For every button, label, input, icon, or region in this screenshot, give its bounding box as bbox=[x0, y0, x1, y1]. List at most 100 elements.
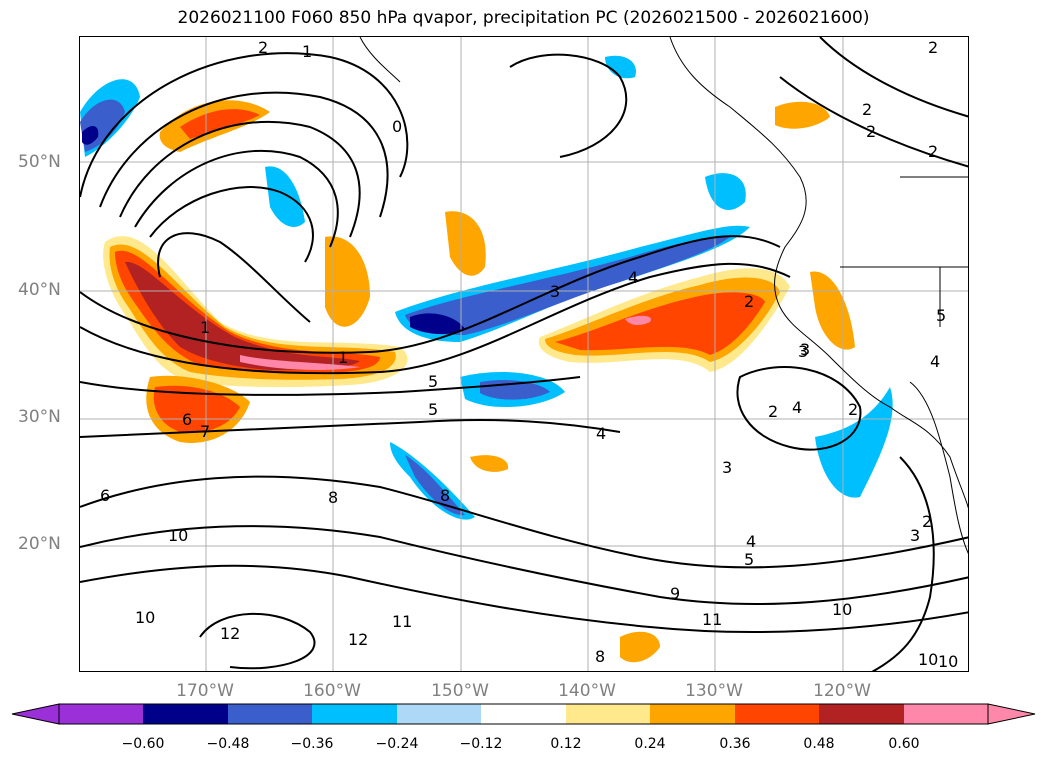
cool-patch-se bbox=[815, 387, 893, 498]
contour-ring-center bbox=[157, 232, 311, 323]
contour-arc-5 bbox=[149, 186, 314, 263]
contour-label: 3 bbox=[798, 342, 808, 361]
contour-label: 2 bbox=[744, 292, 754, 311]
contour-label: 8 bbox=[440, 486, 450, 505]
contour-label: 2 bbox=[866, 122, 876, 141]
coastlines bbox=[359, 37, 968, 554]
contour-label: 4 bbox=[628, 268, 638, 287]
warm-patch-mid bbox=[470, 455, 509, 472]
lat-label-50n: 50°N bbox=[18, 152, 61, 172]
colorbar-bin bbox=[566, 704, 650, 724]
cool-patch-ne bbox=[705, 173, 746, 210]
contour-label: 5 bbox=[428, 372, 438, 391]
contour-ne-2 bbox=[779, 76, 968, 168]
graticule bbox=[80, 37, 968, 671]
cool-patch-south-150-2 bbox=[405, 455, 465, 516]
contour-jet-2 bbox=[80, 262, 791, 375]
contour-label: 2 bbox=[862, 100, 872, 119]
warm-band-right-red bbox=[555, 292, 765, 355]
warm-band-left-pink bbox=[240, 355, 360, 370]
warm-patch-150w bbox=[445, 211, 486, 276]
colorbar-bin bbox=[143, 704, 228, 724]
contour-label: 10 bbox=[832, 600, 852, 619]
cool-jet-band-2 bbox=[405, 236, 730, 335]
colorbar-tick: −0.48 bbox=[206, 736, 250, 752]
colorbar-bin bbox=[650, 704, 735, 724]
contour-jet-4 bbox=[80, 419, 621, 438]
map-title: 2026021100 F060 850 hPa qvapor, precipit… bbox=[177, 8, 870, 28]
contour-label: 7 bbox=[200, 422, 210, 441]
colorbar-arrow-left bbox=[11, 703, 60, 725]
contour-label: 1 bbox=[200, 318, 210, 337]
contour-label: 11 bbox=[702, 610, 722, 629]
contour-label: 9 bbox=[670, 584, 680, 603]
contour-label: 12 bbox=[220, 624, 240, 643]
colorbar-tick: −0.36 bbox=[290, 736, 334, 752]
contour-label: 11 bbox=[392, 612, 412, 631]
contour-label: 2 bbox=[258, 38, 268, 57]
contour-label: 4 bbox=[746, 532, 756, 551]
contour-label: 12 bbox=[348, 630, 368, 649]
colorbar-tick: 0.48 bbox=[803, 736, 835, 752]
contour-ne-1 bbox=[819, 37, 968, 118]
cool-jet-band-3 bbox=[410, 313, 465, 335]
colorbar-tick: −0.24 bbox=[375, 736, 419, 752]
contour-label: 2 bbox=[928, 142, 938, 161]
lon-label-120w: 120°W bbox=[813, 681, 871, 701]
warm-patch-ne bbox=[775, 101, 830, 129]
contour-label: 10 bbox=[135, 608, 155, 627]
colorbar-tick: 0.24 bbox=[634, 736, 666, 752]
contour-right-loop bbox=[736, 366, 862, 451]
contour-label: 2 bbox=[848, 400, 858, 419]
colorbar-bin bbox=[228, 704, 312, 724]
contour-label: 10 bbox=[168, 526, 188, 545]
contour-label: 4 bbox=[792, 398, 802, 417]
contour-label: 1 bbox=[338, 348, 348, 367]
contour-label: 3 bbox=[550, 282, 560, 301]
contour-label: 8 bbox=[328, 488, 338, 507]
contour-label: 2 bbox=[768, 402, 778, 421]
lat-label-30n: 30°N bbox=[18, 407, 61, 427]
map-panel[interactable]: 2 1 0 2 2 2 2 1 1 3 4 2 3 5 5 6 7 4 3 4 … bbox=[79, 36, 969, 672]
lon-label-150w: 150°W bbox=[431, 681, 489, 701]
contour-mid-open bbox=[509, 53, 628, 158]
contour-label: 2 bbox=[928, 38, 938, 57]
lon-label-170w: 170°W bbox=[176, 681, 234, 701]
contour-south-1 bbox=[80, 475, 968, 569]
warm-patch-south-2 bbox=[153, 385, 240, 433]
warm-arc-top-red bbox=[180, 109, 260, 139]
contour-bottom-loop bbox=[199, 612, 316, 670]
colorbar-tick: −0.60 bbox=[121, 736, 165, 752]
contour-label: 5 bbox=[936, 306, 946, 325]
contour-label: 8 bbox=[595, 647, 605, 666]
warm-patch-bottom bbox=[620, 631, 660, 663]
contour-arc-4 bbox=[134, 149, 339, 248]
contour-lines bbox=[80, 37, 968, 671]
contour-bottom-right bbox=[871, 456, 935, 671]
contour-label: 1 bbox=[302, 42, 312, 61]
contour-label: 5 bbox=[428, 400, 438, 419]
contour-label: 6 bbox=[182, 410, 192, 429]
contour-south-2 bbox=[80, 525, 968, 606]
colorbar-tick: 0.60 bbox=[888, 736, 920, 752]
warm-band-left-darkred bbox=[125, 261, 360, 370]
colorbar-bin bbox=[904, 704, 988, 724]
colorbar bbox=[11, 703, 1036, 725]
colorbar-tick: 0.12 bbox=[550, 736, 582, 752]
contour-label: 2 bbox=[922, 512, 932, 531]
contour-label: 3 bbox=[800, 340, 810, 359]
contour-label: 0 bbox=[392, 117, 402, 136]
contour-arc-2 bbox=[99, 91, 389, 218]
contour-label-group: 2 1 0 2 2 2 2 1 1 3 4 2 3 5 5 6 7 4 3 4 … bbox=[100, 38, 958, 671]
lon-label-160w: 160°W bbox=[303, 681, 361, 701]
contour-arc-outer bbox=[80, 52, 409, 198]
colorbar-arrow-right bbox=[987, 703, 1036, 725]
shaded-fields bbox=[80, 55, 893, 663]
contour-jet-3 bbox=[80, 376, 581, 396]
colorbar-tick: −0.12 bbox=[459, 736, 503, 752]
colorbar-bin bbox=[819, 704, 904, 724]
cool-patch-nw-3 bbox=[82, 125, 99, 145]
lon-label-140w: 140°W bbox=[558, 681, 616, 701]
contour-label: 10 bbox=[938, 652, 958, 671]
cool-patch-top bbox=[605, 55, 636, 79]
